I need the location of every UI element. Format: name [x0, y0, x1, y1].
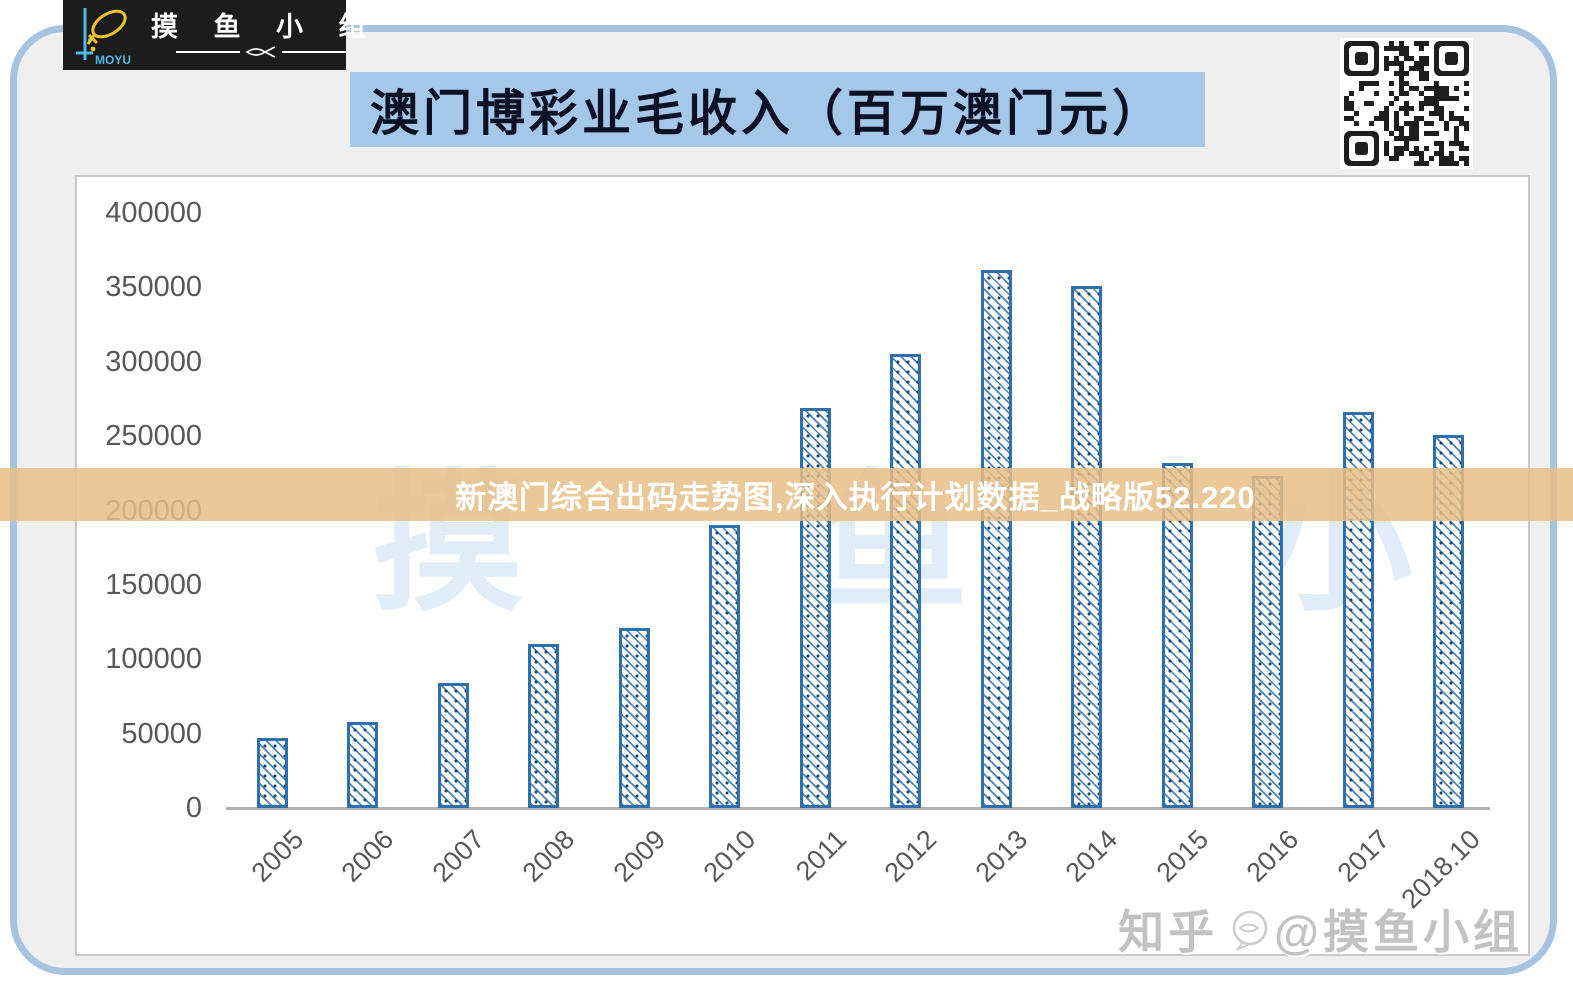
page-title: 澳门博彩业毛收入（百万澳门元）	[370, 87, 1166, 141]
title-banner: 澳门博彩业毛收入（百万澳门元）	[350, 72, 1205, 147]
y-axis-tick-label: 50000	[121, 717, 202, 750]
moyu-logo-name: 摸 鱼 小 组	[151, 11, 380, 42]
qr-code	[1340, 38, 1473, 169]
bar-2006	[347, 721, 378, 808]
bar-2010	[709, 525, 740, 808]
fish-divider-icon	[245, 45, 276, 58]
y-axis-tick-label: 250000	[105, 420, 202, 453]
y-axis-tick-label: 300000	[105, 345, 202, 378]
bar-2015	[1161, 462, 1193, 808]
overlay-banner: 新澳门综合出码走势图,深入执行计划数据_战略版52.220	[0, 468, 1573, 521]
y-axis-tick-label: 350000	[105, 271, 202, 304]
y-axis-tick-label: 150000	[105, 568, 202, 601]
y-axis-tick-label: 100000	[105, 643, 202, 676]
svg-text:MOYU: MOYU	[95, 53, 131, 66]
zhihu-watermark-prefix: 知乎	[1118, 906, 1219, 958]
overlay-banner-text: 新澳门综合出码走势图,深入执行计划数据_战略版52.220	[455, 480, 1256, 515]
moyu-fish-icon: MOYU	[76, 8, 131, 66]
bar-2012	[890, 354, 921, 808]
moyu-logo: MOYU 摸 鱼 小 组	[63, 0, 366, 70]
bar-2013	[980, 269, 1012, 808]
zhihu-fish-logo-icon	[1232, 910, 1268, 951]
bar-2007	[437, 683, 469, 808]
zhihu-watermark: 知乎 @摸鱼小组	[1118, 896, 1523, 962]
bar-2005	[256, 738, 288, 808]
y-axis-tick-label: 0	[185, 792, 202, 824]
x-axis-line	[226, 807, 1490, 810]
bar-2014	[1071, 285, 1102, 808]
bar-2008	[528, 644, 559, 808]
y-axis-tick-label: 400000	[105, 197, 202, 229]
bar-2016	[1252, 476, 1283, 808]
zhihu-watermark-handle: @摸鱼小组	[1274, 906, 1523, 958]
logo-divider	[176, 45, 347, 59]
bar-2009	[618, 628, 650, 808]
